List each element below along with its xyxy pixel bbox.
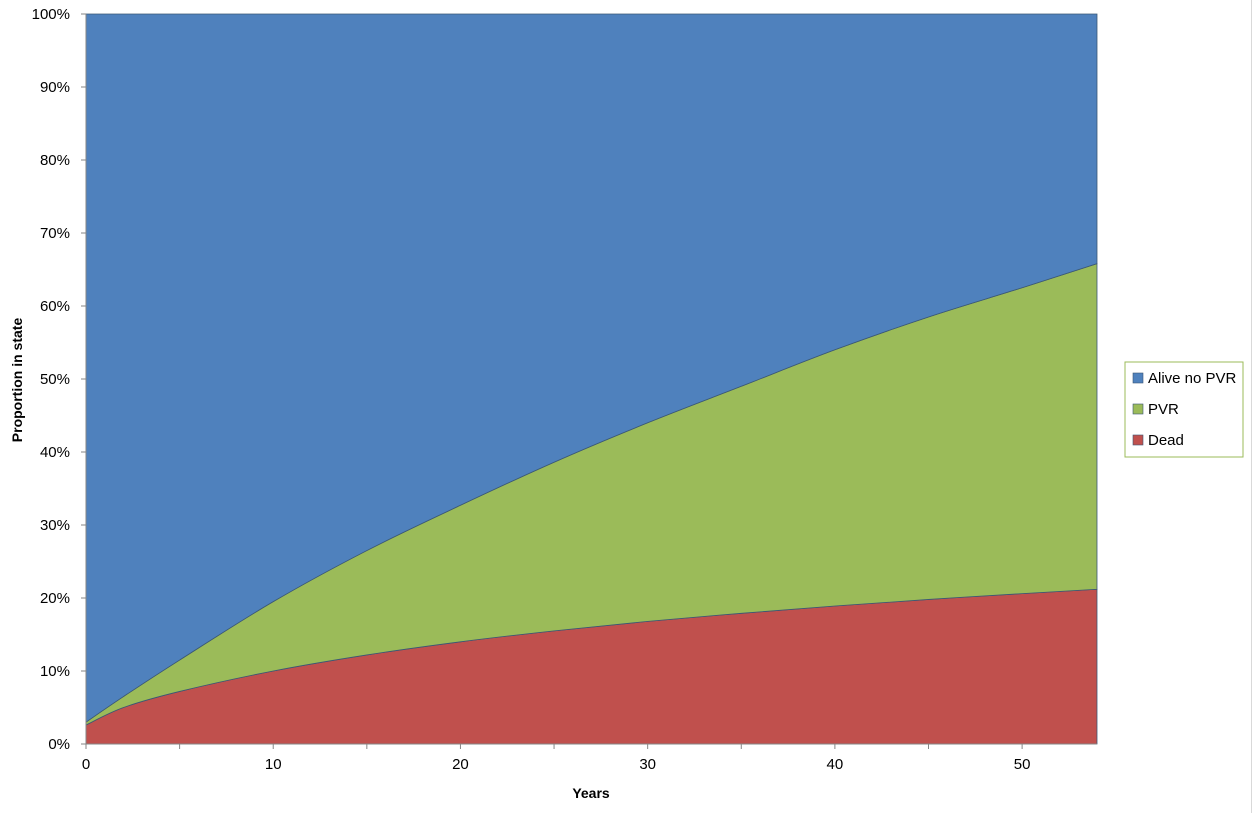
x-axis: 0 10 20 30 40 50 <box>82 744 1031 773</box>
y-axis: 0% 10% 20% 30% 40% 50% 60% 70% 80% 90% 100% <box>32 6 86 753</box>
x-tick-label: 10 <box>265 756 282 773</box>
legend-label: PVR <box>1148 401 1179 418</box>
y-tick-label: 30% <box>40 517 70 534</box>
y-tick-label: 40% <box>40 444 70 461</box>
y-tick-label: 50% <box>40 371 70 388</box>
y-axis-title: Proportion in state <box>9 318 25 443</box>
legend-label: Dead <box>1148 432 1184 449</box>
legend-swatch <box>1132 403 1144 415</box>
x-tick-label: 50 <box>1014 756 1031 773</box>
legend-swatch <box>1132 434 1144 446</box>
legend-label: Alive no PVR <box>1148 370 1237 387</box>
x-tick-label: 40 <box>827 756 844 773</box>
y-tick-label: 0% <box>48 736 70 753</box>
y-tick-label: 70% <box>40 225 70 242</box>
legend-box <box>1124 361 1244 458</box>
y-tick-label: 20% <box>40 590 70 607</box>
x-tick-label: 20 <box>452 756 469 773</box>
x-tick-label: 0 <box>82 756 90 773</box>
area-series-group <box>85 13 1098 745</box>
legend: Alive no PVR PVR Dead <box>1124 361 1244 458</box>
y-tick-label: 80% <box>40 152 70 169</box>
y-tick-label: 100% <box>32 6 70 23</box>
x-tick-label: 30 <box>639 756 656 773</box>
y-tick-label: 10% <box>40 663 70 680</box>
area-alive-no-pvr <box>85 13 1098 723</box>
y-tick-label: 90% <box>40 79 70 96</box>
right-edge-divider <box>1251 0 1252 813</box>
legend-swatch <box>1132 372 1144 384</box>
x-axis-title: Years <box>572 785 610 801</box>
y-tick-label: 60% <box>40 298 70 315</box>
